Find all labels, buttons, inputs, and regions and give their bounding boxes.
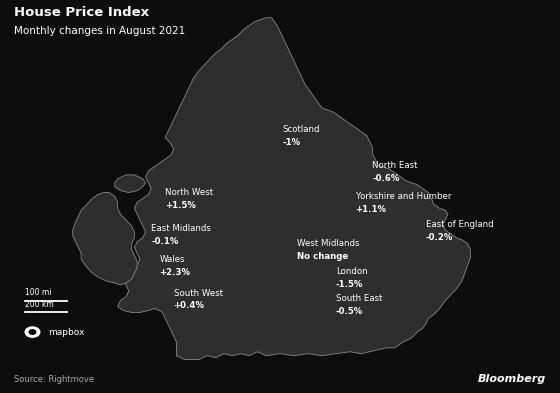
Text: Bloomberg: Bloomberg [478, 375, 546, 384]
Text: South East: South East [336, 294, 382, 303]
Text: West Midlands: West Midlands [297, 239, 360, 248]
Polygon shape [73, 193, 137, 285]
Text: Scotland: Scotland [283, 125, 320, 134]
Text: -0.2%: -0.2% [426, 233, 453, 242]
Text: Monthly changes in August 2021: Monthly changes in August 2021 [14, 26, 185, 35]
Text: +2.3%: +2.3% [160, 268, 190, 277]
Text: East of England: East of England [426, 220, 493, 229]
Text: South West: South West [174, 288, 223, 298]
Polygon shape [118, 18, 470, 360]
Text: 200 km: 200 km [25, 299, 54, 309]
Text: 100 mi: 100 mi [25, 288, 52, 297]
Text: +1.1%: +1.1% [356, 205, 386, 214]
Circle shape [29, 330, 36, 334]
Text: London: London [336, 267, 367, 276]
Text: -0.5%: -0.5% [336, 307, 363, 316]
Text: mapbox: mapbox [48, 328, 85, 336]
Text: -0.1%: -0.1% [151, 237, 179, 246]
Text: Source: Rightmove: Source: Rightmove [14, 375, 94, 384]
Text: -1%: -1% [283, 138, 301, 147]
Text: North West: North West [165, 188, 213, 197]
Text: +1.5%: +1.5% [165, 201, 196, 210]
Text: -1.5%: -1.5% [336, 280, 363, 289]
Circle shape [25, 327, 40, 337]
Text: Wales: Wales [160, 255, 185, 264]
Text: House Price Index: House Price Index [14, 6, 149, 19]
Text: East Midlands: East Midlands [151, 224, 211, 233]
Text: North East: North East [372, 161, 418, 170]
Text: No change: No change [297, 252, 348, 261]
Polygon shape [115, 175, 146, 193]
Text: +0.4%: +0.4% [174, 301, 204, 310]
Text: -0.6%: -0.6% [372, 174, 400, 183]
Text: Yorkshire and Humber: Yorkshire and Humber [356, 192, 451, 201]
